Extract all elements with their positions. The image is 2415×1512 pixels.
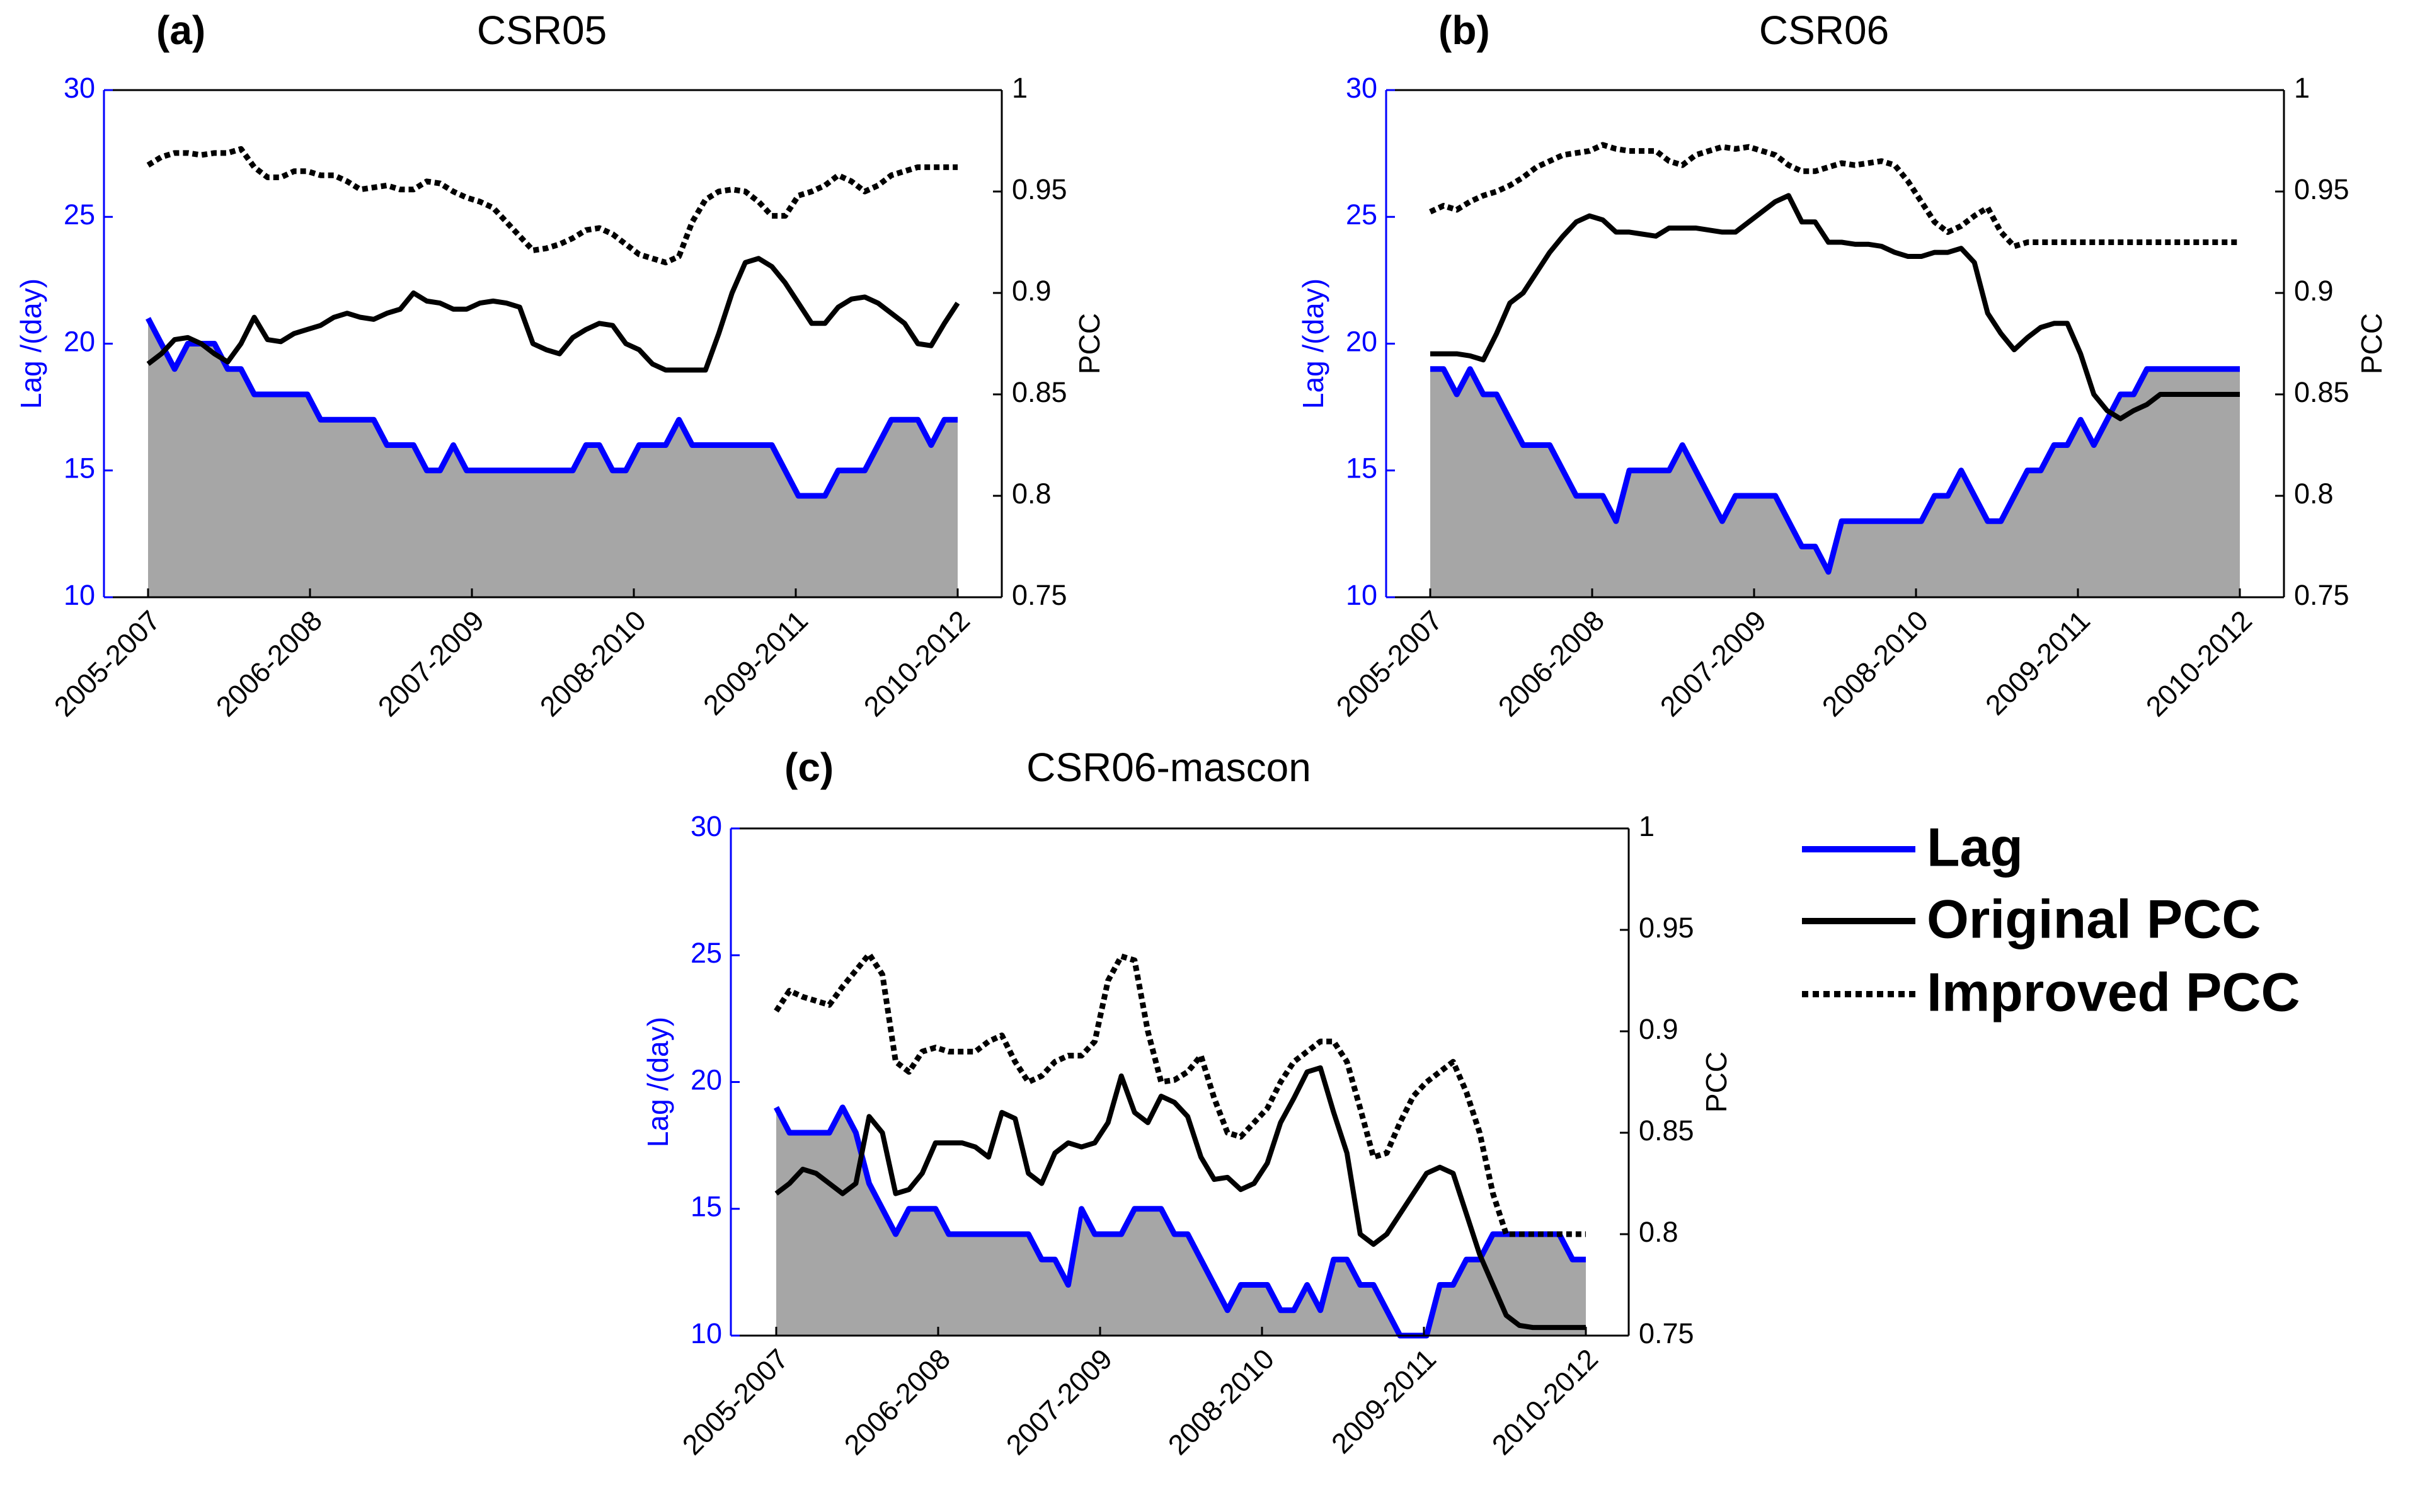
improved-pcc-line [1429,142,2240,249]
right-tick-label: 0.9 [1012,275,1052,307]
x-tick-label: 2008-2010 [1162,1343,1280,1461]
right-axis-label: PCC [1700,1051,1733,1113]
right-axis-label: PCC [1073,313,1106,374]
left-tick-label: 25 [1346,198,1377,231]
legend-label-orig: Original PCC [1927,890,2261,950]
left-tick-label: 10 [691,1317,722,1349]
legend: Lag Original PCC Improved PCC [1802,818,2300,1023]
lag-line [146,317,958,499]
panel-a: CSR05 (a) 10 15 20 25 30 0.75 0.8 0.85 0.9 0.95 1 200… [14,8,1106,723]
original-pcc-line [774,1065,1586,1331]
left-tick-label: 30 [1346,72,1377,104]
improved-pcc-line [774,951,1586,1237]
legend-label-lag: Lag [1927,818,2023,878]
x-tick-label: 2008-2010 [534,604,652,723]
right-axis-label: PCC [2355,313,2388,374]
lag-line [1430,366,2240,575]
left-tick-label: 15 [691,1191,722,1223]
x-tick-label: 2005-2007 [1330,604,1448,723]
panel-b: CSR06 (b) 10 15 20 25 30 0.75 0.8 0.85 0.9 0.95 1 200… [1297,8,2388,723]
chart-title: CSR06 [1759,8,1889,53]
right-tick-label: 0.85 [2294,376,2349,408]
right-tick-label: 0.75 [2294,579,2349,611]
lag-area [1430,369,2240,597]
right-tick-label: 1 [1639,810,1655,842]
right-tick-label: 0.9 [2294,275,2334,307]
x-tick-label: 2005-2007 [676,1343,794,1461]
x-tick-label: 2007-2009 [1654,604,1772,723]
x-tick-label: 2006-2008 [1492,604,1610,723]
panel-label: (a) [156,8,205,53]
right-tick-label: 0.75 [1639,1317,1694,1349]
right-tick-label: 0.8 [1012,478,1052,510]
x-tick-label: 2008-2010 [1816,604,1934,723]
original-pcc-line [146,256,960,373]
left-tick-label: 20 [1346,325,1377,357]
right-tick-label: 0.75 [1012,579,1067,611]
x-tick-label: 2010-2012 [2140,604,2258,723]
right-tick-label: 1 [1012,72,1028,104]
right-tick-label: 0.95 [2294,173,2349,205]
x-tick-label: 2009-2011 [697,604,814,721]
left-axis-label: Lag /(day) [641,1017,674,1147]
right-tick-label: 0.95 [1012,173,1067,205]
x-tick-label: 2005-2007 [48,604,166,723]
right-tick-label: 0.8 [2294,478,2334,510]
chart-title: CSR05 [477,8,607,53]
chart-title: CSR06-mascon [1026,745,1311,790]
lag-line [774,1104,1586,1339]
left-tick-label: 30 [691,810,722,842]
right-tick-label: 0.8 [1639,1216,1678,1248]
x-tick-label: 2007-2009 [372,604,490,723]
left-tick-label: 15 [64,452,95,484]
improved-pcc-line [146,146,958,266]
x-tick-label: 2006-2008 [210,604,328,723]
panel-label: (b) [1438,8,1490,53]
right-tick-label: 0.95 [1639,912,1694,944]
right-tick-label: 0.85 [1012,376,1067,408]
original-pcc-line [1430,193,2240,421]
x-tick-label: 2006-2008 [838,1343,956,1461]
left-axis-label: Lag /(day) [1297,278,1329,409]
right-tick-label: 1 [2294,72,2310,104]
left-tick-label: 25 [64,198,95,231]
x-tick-label: 2009-2011 [1325,1343,1442,1460]
left-tick-label: 20 [691,1063,722,1096]
x-tick-label: 2010-2012 [858,604,976,723]
lag-area [776,1107,1586,1336]
legend-label-impr: Improved PCC [1927,963,2300,1023]
x-tick-label: 2009-2011 [1979,604,2096,721]
right-tick-label: 0.85 [1639,1114,1694,1147]
x-tick-label: 2010-2012 [1486,1343,1604,1461]
panel-c: CSR06-mascon (c) 10 15 20 25 30 0.75 0.8 0.85 0.9 0… [641,745,1733,1461]
left-tick-label: 15 [1346,452,1377,484]
lag-area [148,318,958,597]
panel-label: (c) [784,745,834,790]
left-axis-label: Lag /(day) [14,278,47,409]
left-tick-label: 10 [64,579,95,611]
left-tick-label: 20 [64,325,95,357]
x-tick-label: 2007-2009 [1000,1343,1118,1461]
left-tick-label: 25 [691,937,722,969]
right-tick-label: 0.9 [1639,1013,1678,1045]
left-tick-label: 30 [64,72,95,104]
left-tick-label: 10 [1346,579,1377,611]
